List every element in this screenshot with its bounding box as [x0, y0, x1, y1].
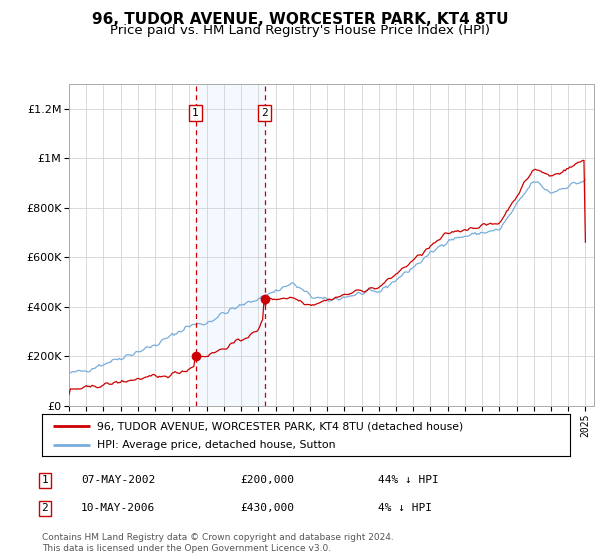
Bar — [196, 84, 265, 406]
Text: 96, TUDOR AVENUE, WORCESTER PARK, KT4 8TU (detached house): 96, TUDOR AVENUE, WORCESTER PARK, KT4 8T… — [97, 421, 464, 431]
Text: 44% ↓ HPI: 44% ↓ HPI — [378, 475, 439, 486]
Text: 1: 1 — [192, 108, 199, 118]
Text: HPI: Average price, detached house, Sutton: HPI: Average price, detached house, Sutt… — [97, 440, 336, 450]
Text: 10-MAY-2006: 10-MAY-2006 — [81, 503, 155, 514]
Text: 1: 1 — [41, 475, 49, 486]
Text: 96, TUDOR AVENUE, WORCESTER PARK, KT4 8TU: 96, TUDOR AVENUE, WORCESTER PARK, KT4 8T… — [92, 12, 508, 27]
Text: Price paid vs. HM Land Registry's House Price Index (HPI): Price paid vs. HM Land Registry's House … — [110, 24, 490, 36]
Text: £430,000: £430,000 — [240, 503, 294, 514]
Text: £200,000: £200,000 — [240, 475, 294, 486]
Text: 2: 2 — [41, 503, 49, 514]
Text: 07-MAY-2002: 07-MAY-2002 — [81, 475, 155, 486]
Text: 2: 2 — [261, 108, 268, 118]
Text: 4% ↓ HPI: 4% ↓ HPI — [378, 503, 432, 514]
Text: Contains HM Land Registry data © Crown copyright and database right 2024.
This d: Contains HM Land Registry data © Crown c… — [42, 533, 394, 553]
